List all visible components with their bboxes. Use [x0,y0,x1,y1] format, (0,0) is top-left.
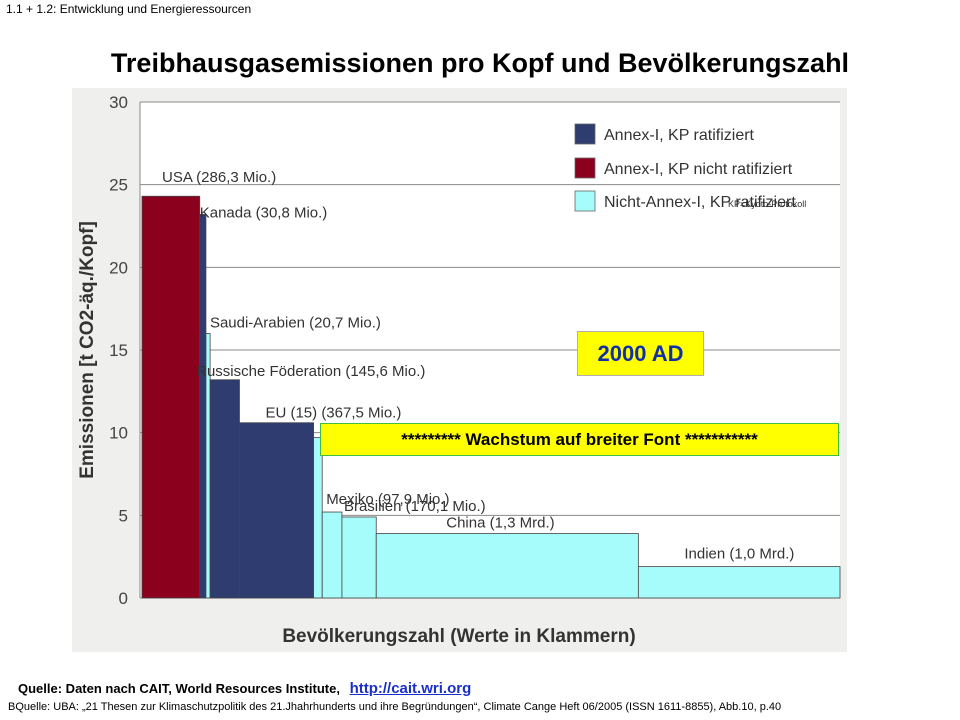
bar-label: China (1,3 Mrd.) [446,515,554,532]
source-line: Quelle: Daten nach CAIT, World Resources… [18,680,471,697]
bar-label: Saudi-Arabien (20,7 Mio.) [210,314,381,331]
source-label: Quelle: Daten nach CAIT, World Resources… [18,681,340,696]
y-tick-label: 15 [109,341,128,360]
legend-swatch [574,190,596,212]
legend-note: KP=Kyoto-Protokoll [728,199,806,209]
growth-banner: ********* Wachstum auf breiter Font ****… [320,423,839,456]
emissions-chart: 0 5 10 15 20 25 30 USA (286,3 Mio.) Kanada (30,8… [77,93,841,647]
x-axis-title: Bevölkerungszahl (Werte in Klammern) [282,626,635,647]
legend-swatch [574,123,596,145]
source-link[interactable]: http://cait.wri.org [349,680,472,697]
bar [209,379,240,599]
legend-swatch [574,157,596,179]
legend-label: Nicht-Annex-I, KP ratifiziert [604,194,796,211]
legend-label: Annex-I, KP ratifiziert [604,127,755,144]
y-axis-title: Emissionen [t CO2-äq./Kopf] [77,221,98,479]
y-tick-label: 0 [119,589,128,608]
bquelle-citation: BQuelle: UBA: „21 Thesen zur Klimaschutz… [8,701,782,713]
y-tick-label: 25 [109,176,128,195]
bar [375,533,639,599]
bar-label: Brasilien (170,1 Mio.) [344,498,486,515]
bar-label: Indien (1,0 Mrd.) [684,546,794,563]
bar [313,437,323,599]
y-tick-label: 5 [119,506,128,525]
bar-label: EU (15) (367,5 Mio.) [265,405,401,422]
y-tick-label: 20 [109,258,128,277]
bar [321,511,343,599]
chart-figure: 0 5 10 15 20 25 30 USA (286,3 Mio.) Kanada (30,8… [72,88,847,652]
year-stamp: 2000 AD [577,331,704,376]
slide-title: Treibhausgasemissionen pro Kopf und Bevö… [110,48,850,78]
bar [141,195,201,599]
bar [199,214,207,599]
bar [637,566,841,599]
legend-label: Annex-I, KP nicht ratifiziert [604,161,793,178]
bar [341,516,377,599]
y-tick-label: 10 [109,424,128,443]
y-tick-label: 30 [109,93,128,112]
bar-label: USA (286,3 Mio.) [162,169,276,186]
bar-label: Kanada (30,8 Mio.) [200,204,328,221]
bar-label: Russische Föderation (145,6 Mio.) [196,363,425,380]
bar [239,422,314,599]
bar-label: Mexiko (97,9 Mio.) [326,491,449,508]
section-heading: 1.1 + 1.2: Entwicklung und Energieressou… [6,2,252,16]
